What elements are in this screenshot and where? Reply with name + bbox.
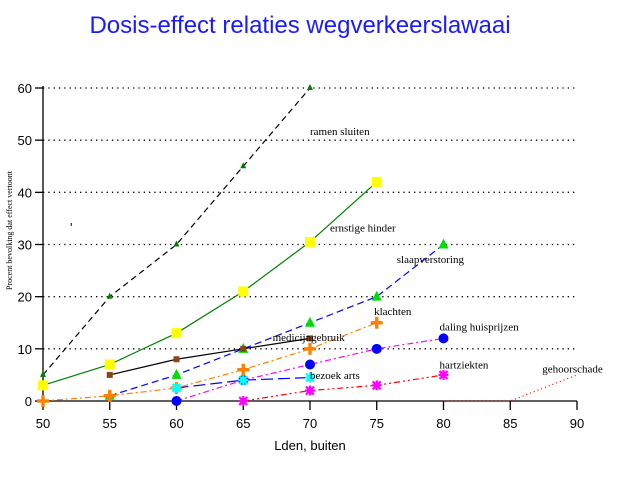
y-tick-label: 60 [18, 81, 32, 96]
data-point [240, 345, 247, 352]
series-label: gehoorschade [542, 363, 603, 375]
series-line [176, 337, 444, 402]
series-line [42, 181, 378, 386]
series-line [42, 322, 377, 402]
data-point [240, 162, 247, 169]
y-tick-label: 30 [18, 238, 32, 253]
series-line [176, 376, 311, 389]
series-hartziekten [238, 369, 449, 406]
series-label: bezoek arts [310, 370, 360, 382]
series-labels: ramen sluiten ernstige hinder slaapverstor… [273, 126, 603, 382]
data-point [238, 375, 249, 386]
data-point [371, 290, 382, 301]
x-tick-label: 55 [103, 416, 117, 431]
data-point [370, 316, 383, 329]
series-ernstige-hinder [38, 176, 382, 391]
x-tick-label: 65 [236, 416, 250, 431]
series-line [42, 87, 311, 376]
series-gehoorschade [443, 374, 578, 402]
x-tick-label: 70 [303, 416, 317, 431]
data-point [106, 371, 113, 378]
data-point [104, 359, 115, 370]
series-label: slaapverstoring [397, 254, 465, 266]
data-point [438, 333, 449, 344]
data-point [371, 176, 382, 187]
y-axis-label: Procent bevolking dat effect vertoont [5, 170, 14, 290]
data-point [171, 368, 182, 379]
data-point [37, 395, 49, 407]
data-point [238, 286, 249, 297]
series-label: ramen sluiten [310, 126, 370, 138]
chart-title: Dosis-effect relaties wegverkeerslawaai [89, 12, 511, 39]
series-label: klachten [374, 306, 412, 318]
data-point [438, 369, 449, 380]
series-line [443, 374, 578, 402]
x-tick-label: 85 [503, 416, 517, 431]
data-point [171, 382, 182, 393]
y-tick-label: 10 [18, 342, 32, 357]
data-point [103, 389, 116, 402]
series-bezoek-arts [171, 372, 315, 393]
data-point [304, 342, 316, 355]
data-point [305, 372, 315, 383]
series-label: medicijngebruik [273, 332, 346, 344]
series-label: daling huisprijzen [439, 322, 519, 334]
axes: 0 10 20 30 40 50 60 50 55 60 65 70 75 80 85 90 [18, 81, 585, 431]
data-point [237, 363, 250, 376]
series-label: ernstige hinder [330, 222, 396, 234]
y-tick-label: 20 [18, 290, 32, 305]
data-point [171, 328, 182, 339]
data-point [173, 240, 180, 247]
series-line [109, 337, 311, 376]
stray-mark: ' [70, 220, 72, 235]
data-point [38, 380, 48, 391]
series-medicijngebruik [106, 335, 313, 378]
series-line [109, 244, 444, 397]
data-point [238, 396, 249, 406]
data-point [173, 356, 180, 363]
y-tick-label: 50 [18, 133, 32, 148]
y-tick-label: 0 [25, 394, 32, 409]
data-point [40, 370, 46, 377]
data-point [371, 343, 382, 354]
x-tick-label: 75 [370, 416, 384, 431]
data-point [305, 359, 315, 370]
data-point [371, 380, 382, 391]
data-point [106, 292, 113, 299]
series-line [243, 374, 444, 402]
data-point [438, 238, 449, 249]
series-label: hartziekten [439, 360, 488, 372]
series-ramen-sluiten [40, 84, 313, 377]
data-point [307, 84, 313, 90]
x-tick-label: 50 [36, 416, 50, 431]
x-axis-label: Lden, buiten [274, 438, 346, 453]
series-group [37, 84, 578, 407]
x-tick-label: 60 [169, 416, 183, 431]
y-tick-label: 40 [18, 185, 32, 200]
data-point [305, 236, 315, 247]
x-tick-label: 80 [436, 416, 450, 431]
series-daling-huisprijzen [171, 333, 449, 406]
data-point [305, 385, 315, 396]
data-point [307, 335, 313, 342]
x-tick-label: 90 [570, 416, 584, 431]
data-point [305, 316, 315, 327]
data-point [171, 396, 182, 406]
